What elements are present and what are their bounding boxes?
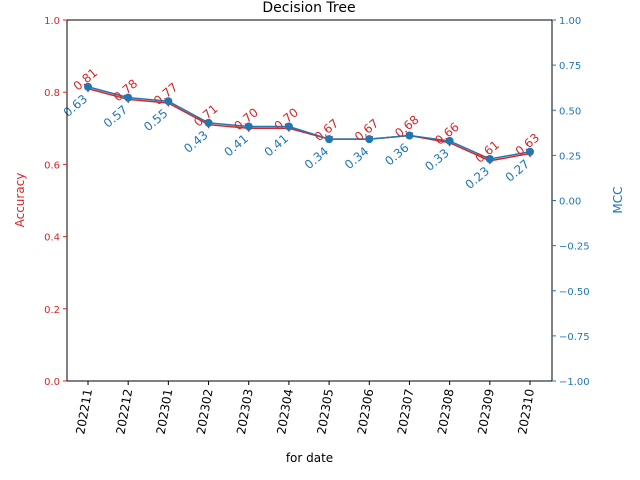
mcc-data-label: 0.41 — [221, 131, 250, 159]
right-y-tick-label: 0.00 — [559, 197, 581, 208]
mcc-data-label: 0.55 — [141, 106, 170, 134]
chart-title: Decision Tree — [262, 0, 355, 16]
plot-frame — [66, 19, 553, 382]
mcc-point — [164, 97, 173, 106]
mcc-data-label: 0.27 — [503, 157, 532, 185]
mcc-point — [124, 93, 133, 102]
mcc-point — [325, 135, 334, 144]
x-tick-label: 202305 — [314, 388, 336, 436]
mcc-data-label: 0.23 — [463, 164, 492, 192]
right-y-tick-label: 0.75 — [559, 61, 581, 72]
right-y-tick-label: 0.25 — [559, 151, 581, 162]
right-y-tick-label: −1.00 — [559, 377, 590, 388]
accuracy-line — [87, 87, 531, 162]
left-y-tick-label: 0.0 — [44, 377, 60, 388]
left-y-tick-label: 0.2 — [44, 305, 60, 316]
x-tick-label: 202309 — [475, 388, 497, 436]
x-tick-label: 202310 — [515, 388, 537, 436]
x-tick-label: 202308 — [435, 388, 457, 436]
mcc-data-label: 0.36 — [382, 141, 411, 169]
mcc-data-label: 0.43 — [181, 128, 210, 156]
left-y-tick-label: 1.0 — [44, 16, 60, 27]
x-tick-label: 202304 — [274, 388, 296, 436]
left-y-axis-label: Accuracy — [13, 173, 27, 228]
x-tick-label: 202212 — [114, 388, 136, 436]
mcc-data-label: 0.41 — [262, 131, 291, 159]
right-y-tick-label: 0.50 — [559, 106, 581, 117]
mcc-point — [526, 147, 534, 156]
right-y-axis-label: MCC — [611, 186, 625, 213]
mcc-point — [365, 135, 374, 144]
x-tick-label: 202307 — [395, 388, 417, 436]
mcc-point — [204, 118, 213, 127]
right-y-tick-label: −0.25 — [559, 242, 590, 253]
mcc-point — [244, 122, 253, 131]
x-tick-label: 202306 — [355, 388, 377, 436]
mcc-data-label: 0.34 — [342, 144, 371, 172]
right-y-tick-label: −0.50 — [559, 287, 590, 298]
x-tick-label: 202303 — [234, 388, 256, 436]
mcc-point — [485, 154, 494, 163]
mcc-data-label: 0.34 — [302, 144, 331, 172]
x-tick-label: 202301 — [154, 388, 176, 436]
left-y-tick-label: 0.6 — [44, 160, 60, 171]
mcc-point — [84, 82, 92, 91]
mcc-point — [445, 136, 454, 145]
mcc-data-label: 0.57 — [101, 103, 130, 131]
right-y-tick-label: 1.00 — [559, 16, 581, 27]
mcc-line — [87, 86, 531, 160]
mcc-point — [284, 122, 293, 131]
x-tick-label: 202302 — [194, 388, 216, 436]
mcc-point — [405, 131, 414, 140]
mcc-data-label: 0.33 — [422, 146, 451, 174]
x-tick-label: 202211 — [73, 388, 95, 436]
left-y-tick-label: 0.8 — [44, 88, 60, 99]
mcc-data-label: 0.63 — [61, 92, 90, 120]
left-y-tick-label: 0.4 — [44, 233, 60, 244]
x-axis-label: for date — [286, 451, 333, 465]
right-y-tick-label: −0.75 — [559, 332, 590, 343]
